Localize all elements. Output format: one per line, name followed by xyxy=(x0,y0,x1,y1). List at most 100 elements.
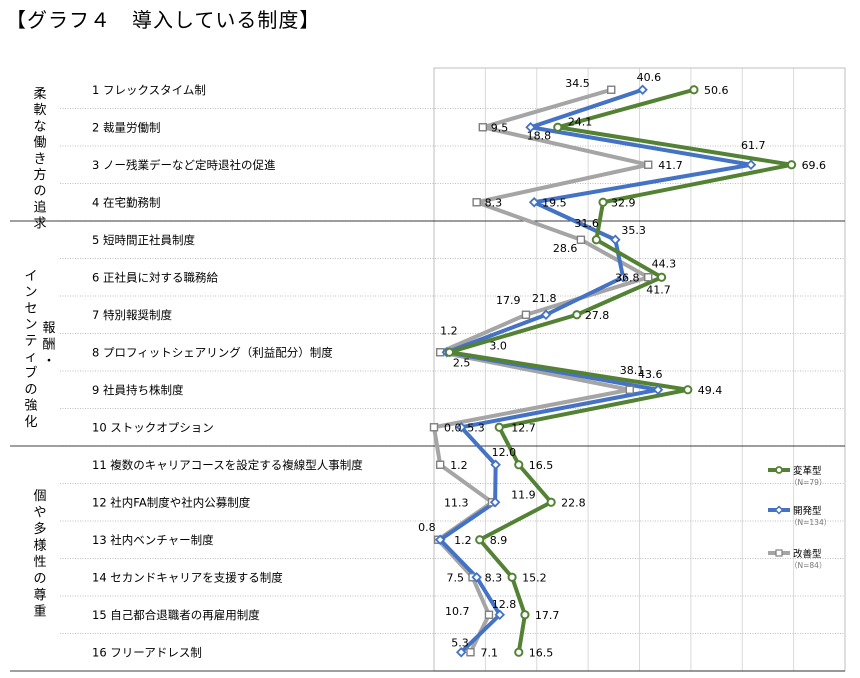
marker-point xyxy=(591,235,601,245)
marker-point xyxy=(525,121,536,133)
category-labels: 1 フレックスタイム制 2 裁量労働制 3 ノー残業デーなど定時退社の促進 4 在宅勤… xyxy=(92,83,363,660)
group-label-char: の xyxy=(24,382,37,397)
category-label: 11 複数のキャリアコースを設定する複線型人事制度 xyxy=(92,458,363,472)
data-label: 22.8 xyxy=(561,496,586,509)
marker-point xyxy=(610,234,621,246)
group-label-char: 化 xyxy=(24,415,37,430)
group-label-char: や xyxy=(33,506,46,521)
marker-point xyxy=(435,460,445,469)
data-label: 44.3 xyxy=(652,257,677,270)
category-label: 15 自己都合退職者の再雇用制度 xyxy=(92,608,260,622)
data-label: 1.2 xyxy=(454,534,472,547)
marker-point xyxy=(455,646,467,658)
marker-point xyxy=(514,647,524,657)
legend-marker xyxy=(774,505,784,515)
group-label: 報酬・ xyxy=(42,321,55,369)
category-label: 16 フリーアドレス制 xyxy=(92,645,202,659)
category-label: 10 ストックオプション xyxy=(92,420,214,434)
marker-point xyxy=(490,459,501,471)
group-label-char: 強 xyxy=(24,399,37,414)
category-label: 14 セカンドキャリアを支援する制度 xyxy=(92,570,283,584)
group-label-char: テ xyxy=(24,334,37,349)
data-label: 31.6 xyxy=(574,217,599,230)
data-label: 8.9 xyxy=(490,534,508,547)
data-label: 27.8 xyxy=(585,309,610,322)
series-line-変革型 xyxy=(447,87,794,653)
legend-label: 改善型 xyxy=(793,548,822,560)
group-label-char: 酬 xyxy=(42,338,55,353)
group-label-char: 様 xyxy=(33,539,46,554)
data-label: 0.0 xyxy=(444,421,462,434)
data-label: 38.1 xyxy=(620,364,645,377)
group-label-char: の xyxy=(33,184,46,199)
data-labels: 50.6 24.1 69.6 32.9 31.6 44.3 27.8 3.0 49.4 12.7 1… xyxy=(418,71,826,660)
data-label: 19.5 xyxy=(542,196,567,209)
data-label: 17.7 xyxy=(535,609,560,622)
data-label: 11.3 xyxy=(444,496,469,509)
marker-point xyxy=(528,196,540,208)
group-label-char: 性 xyxy=(33,555,46,570)
data-label: 5.3 xyxy=(467,421,485,434)
marker-point xyxy=(521,310,531,319)
marker-point xyxy=(576,235,586,244)
group-label-char: ン xyxy=(24,318,37,333)
group-label-char: 個 xyxy=(33,489,46,504)
marker-point xyxy=(514,460,524,470)
legend-sample-size: （N=84） xyxy=(790,561,826,570)
legend-marker xyxy=(775,549,783,557)
legend-entry: 改善型（N=84） xyxy=(768,548,826,570)
marker-point xyxy=(494,609,506,621)
data-label: 3.0 xyxy=(489,339,507,352)
data-label: 43.6 xyxy=(638,368,663,381)
legend-label: 変革型 xyxy=(793,465,822,477)
data-label: 1.2 xyxy=(450,459,468,472)
marker-point xyxy=(607,85,616,94)
marker-point xyxy=(656,272,667,282)
group-label-char: 働 xyxy=(33,136,46,151)
data-label: 69.6 xyxy=(802,159,827,172)
data-label: 12.8 xyxy=(492,598,517,611)
data-label: 8.3 xyxy=(485,571,503,584)
chart-title: 【グラフ４ 導入している制度】 xyxy=(6,8,321,32)
marker-point xyxy=(494,422,504,432)
category-label: 4 在宅勤務制 xyxy=(92,195,160,209)
category-label: 13 社内ベンチャー制度 xyxy=(92,533,214,547)
marker-point xyxy=(546,497,556,507)
category-label: 1 フレックスタイム制 xyxy=(92,83,206,97)
category-label: 12 社内FA制度や社内公募制度 xyxy=(92,495,251,509)
marker-point xyxy=(572,310,582,320)
marker-point xyxy=(644,160,653,169)
data-label: 8.3 xyxy=(485,196,503,209)
data-label: 32.9 xyxy=(611,196,636,209)
data-label: 24.1 xyxy=(568,115,593,128)
marker-point xyxy=(434,534,446,546)
marker-point xyxy=(520,610,530,620)
data-label: 61.7 xyxy=(741,139,766,152)
group-label-char: 報 xyxy=(42,321,55,336)
legend-marker xyxy=(775,466,783,474)
group-label-char: 求 xyxy=(33,217,46,232)
marker-point xyxy=(637,84,648,96)
group-label-char: セ xyxy=(24,301,37,316)
data-label: 50.6 xyxy=(704,84,729,97)
legend: 変革型（N=79） 開発型（N=134） 改善型（N=84） xyxy=(768,465,831,570)
data-label: 28.6 xyxy=(553,242,578,255)
category-label: 9 社員持ち株制度 xyxy=(92,383,184,397)
legend-sample-size: （N=134） xyxy=(790,518,831,527)
marker-point xyxy=(745,159,757,171)
data-label: 11.9 xyxy=(511,488,535,501)
group-label-char: ブ xyxy=(24,365,37,381)
marker-point xyxy=(598,197,608,207)
group-label-char: き xyxy=(33,152,46,167)
marker-point xyxy=(484,610,494,619)
marker-point xyxy=(455,421,467,433)
data-label: 34.5 xyxy=(565,77,590,90)
group-label-char: 多 xyxy=(33,521,46,537)
category-label: 7 特別報奨制度 xyxy=(92,308,172,322)
data-label: 18.8 xyxy=(527,129,552,142)
group-label-char: 方 xyxy=(33,167,46,183)
data-label: 0.8 xyxy=(418,521,436,534)
data-label: 15.2 xyxy=(522,571,547,584)
